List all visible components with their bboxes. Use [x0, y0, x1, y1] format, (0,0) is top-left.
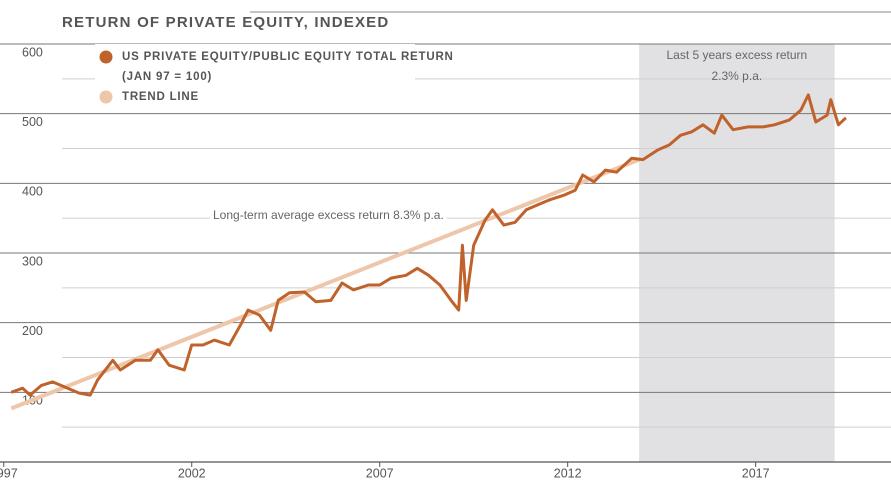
x-tick-label: 2002: [178, 466, 206, 480]
chart-title: RETURN OF PRIVATE EQUITY, INDEXED: [62, 14, 389, 31]
y-tick-label: 300: [22, 254, 43, 268]
legend-label: US PRIVATE EQUITY/PUBLIC EQUITY TOTAL RE…: [122, 51, 454, 63]
legend-label: TREND LINE: [122, 91, 199, 103]
x-tick-label: 2017: [742, 466, 770, 480]
trend-line: [10, 157, 640, 411]
shaded-sublabel: 2.3% p.a.: [712, 69, 763, 83]
annotation-bg: [210, 207, 447, 224]
data-line: [10, 93, 847, 397]
x-tick-label: 2007: [366, 466, 394, 480]
legend-swatch: [99, 90, 113, 104]
annotation: Long-term average excess return 8.3% p.a…: [213, 208, 444, 222]
legend-bg: [95, 44, 415, 110]
y-tick-label: 500: [22, 115, 43, 129]
shaded-label: Last 5 years excess return: [666, 48, 807, 62]
x-tick-label: 2012: [554, 466, 582, 480]
x-tick-label: 1997: [0, 466, 18, 480]
legend-swatch: [99, 50, 113, 64]
y-tick-label: 600: [22, 45, 43, 59]
legend-sublabel: (JAN 97 = 100): [122, 71, 212, 83]
y-tick-label: 400: [22, 185, 43, 199]
y-tick-label: 200: [22, 324, 43, 338]
